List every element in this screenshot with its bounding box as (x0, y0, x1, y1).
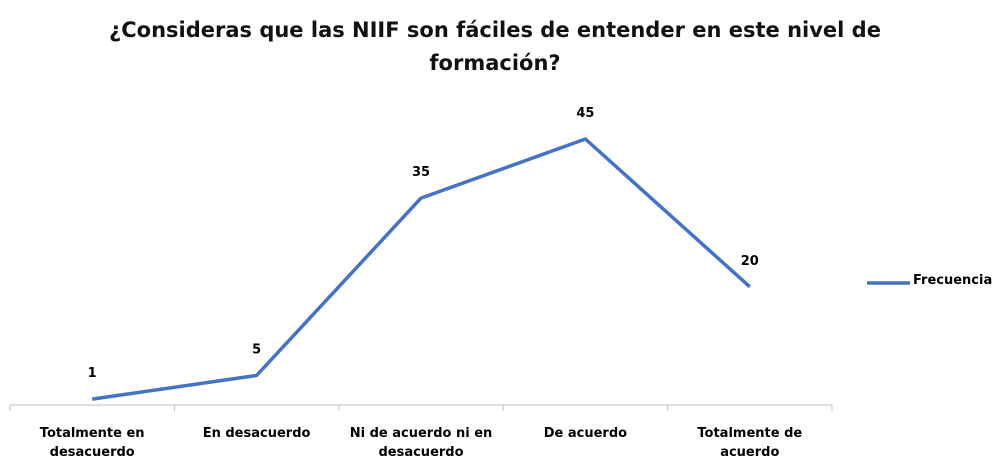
legend-label: Frecuencia (913, 273, 993, 288)
x-tick-label: En desacuerdo (202, 426, 311, 441)
data-label: 20 (741, 254, 759, 269)
chart-title: ¿Consideras que las NIIF son fáciles de … (109, 18, 881, 75)
x-tick-label: Totalmente de acuerdo (697, 426, 803, 460)
x-tick-label: De acuerdo (543, 426, 628, 441)
data-label: 5 (252, 342, 261, 357)
data-label: 1 (88, 366, 97, 381)
x-tick-label: Totalmente en desacuerdo (39, 426, 145, 460)
data-label: 45 (576, 106, 594, 121)
data-label: 35 (412, 165, 430, 180)
x-tick-label: Ni de acuerdo ni en desacuerdo (349, 426, 493, 460)
line (91, 137, 751, 401)
